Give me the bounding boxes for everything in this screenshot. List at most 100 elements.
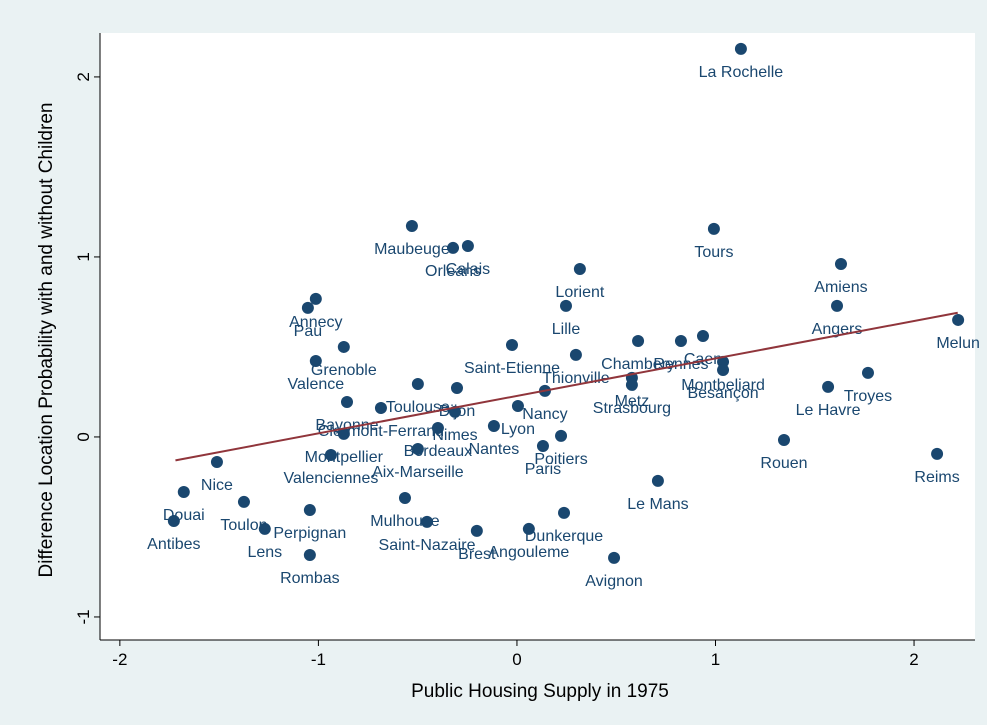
point-label: Lorient [555,284,604,301]
point [734,42,747,55]
point-label: Aix-Marseille [372,464,464,481]
point-label: Tours [694,244,733,261]
point [861,366,874,379]
point [511,399,524,412]
point-label: Valence [288,376,345,393]
point-label: Metz [615,393,650,410]
point [777,434,790,447]
point-label: Perpignan [273,525,346,542]
point [696,329,709,342]
point-label: Lens [247,544,282,561]
point-label: Nimes [432,427,477,444]
point-label: Montpellier [305,449,384,466]
point [411,378,424,391]
point-label: Pau [294,323,322,340]
point [398,491,411,504]
point-label: Calais [446,261,490,278]
x-tick-label: 1 [711,650,720,669]
point-label: Montbeliard [681,377,765,394]
point-label: Troyes [844,388,892,405]
point [309,354,322,367]
point-label: Toulon [220,517,267,534]
point-label: Lille [552,321,581,338]
point [210,455,223,468]
point-label: Le Havre [796,402,861,419]
point [421,515,434,528]
point-label: Nancy [522,406,567,423]
point [625,378,638,391]
point-label: Avignon [585,573,643,590]
point [651,474,664,487]
point [450,381,463,394]
point [301,301,314,314]
point-label: Rouen [760,455,807,472]
point-label: Caen [684,351,722,368]
point [258,522,271,535]
point-label: Amiens [814,279,867,296]
point-label: Paris [525,461,561,478]
point-label: Melun [936,335,980,352]
point [674,335,687,348]
point-label: Clermont-Ferrand [318,423,444,440]
point-label: Maubeuge [374,241,450,258]
x-tick-label: -2 [112,650,127,669]
point [167,515,180,528]
point [487,419,500,432]
point [470,524,483,537]
point-label: Reims [914,469,959,486]
point [461,239,474,252]
point [411,443,424,456]
point [309,292,322,305]
point-label: Nantes [469,441,520,458]
point-label: Dunkerque [525,528,603,545]
x-axis-title: Public Housing Supply in 1975 [411,681,669,702]
y-tick-label: 1 [74,252,93,261]
point [522,522,535,535]
point [608,551,621,564]
point [931,447,944,460]
point [324,448,337,461]
point [555,429,568,442]
point-label: Nice [201,477,233,494]
point-label: Orleans [425,263,481,280]
point-label: Saint-Nazaire [379,537,476,554]
point [177,486,190,499]
point-label: Annecy [289,314,342,331]
point [834,257,847,270]
point [822,380,835,393]
point [237,495,250,508]
point [303,504,316,517]
point-label: Valenciennes [283,470,378,487]
fit-line [175,311,958,462]
point-label: Besançon [687,385,758,402]
point-label: Strasbourg [593,400,671,417]
point [632,335,645,348]
point-label: Bayonne [315,417,378,434]
point [952,313,965,326]
point-label: Poitiers [534,451,587,468]
point [536,439,549,452]
point-label: Antibes [147,536,200,553]
point [337,427,350,440]
point-label: Angouleme [488,544,569,561]
point-label: Le Mans [627,496,688,513]
point-label: La Rochelle [699,64,784,81]
x-tick-label: 0 [512,650,521,669]
point [573,262,586,275]
y-axis-title: Difference Location Probability with and… [36,103,57,578]
point-label: Grenoble [311,362,377,379]
point [374,401,387,414]
y-tick-label: -1 [74,609,93,624]
point-label: Brest [458,546,496,563]
point-label: Thionville [542,370,610,387]
point [569,348,582,361]
y-tick-label: 2 [74,72,93,81]
x-tick-label: -1 [311,650,326,669]
point [559,299,572,312]
point [303,549,316,562]
point [431,421,444,434]
point-label: Lyon [501,421,535,438]
point-label: Saint-Etienne [464,360,560,377]
point [505,338,518,351]
